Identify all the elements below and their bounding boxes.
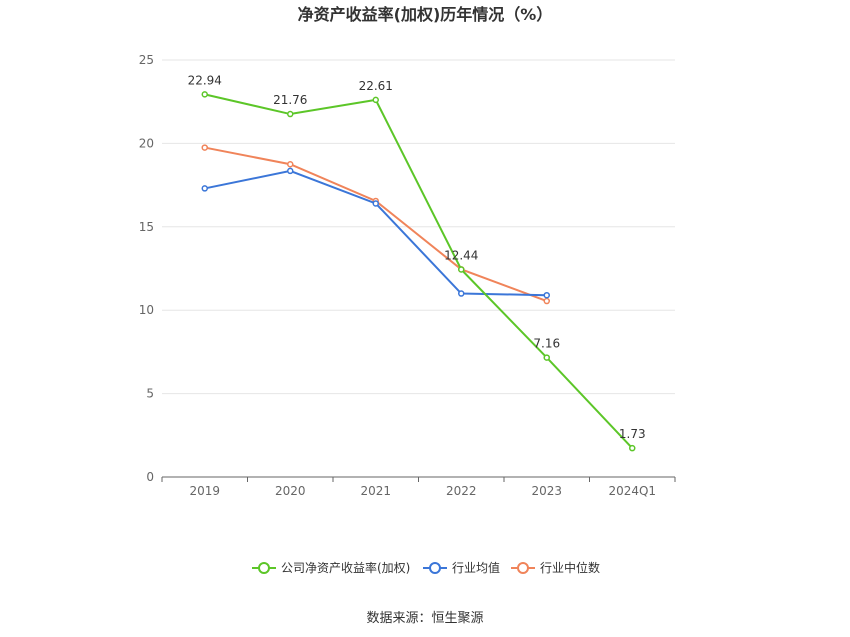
data-point[interactable] bbox=[201, 185, 208, 192]
x-tick-label: 2019 bbox=[189, 484, 220, 498]
data-point[interactable] bbox=[287, 110, 294, 118]
chart-title: 净资产收益率(加权)历年情况（%） bbox=[298, 5, 553, 24]
x-tick-label: 2022 bbox=[446, 484, 477, 498]
y-tick-label: 10 bbox=[139, 303, 154, 317]
data-point[interactable] bbox=[543, 297, 550, 305]
data-point[interactable] bbox=[543, 291, 550, 299]
data-label: 12.44 bbox=[444, 249, 478, 263]
x-tick-label: 2020 bbox=[275, 484, 306, 498]
y-tick-label: 25 bbox=[139, 53, 154, 67]
legend-item-0[interactable]: 公司净资产收益率(加权) bbox=[252, 560, 410, 575]
y-tick-label: 15 bbox=[139, 220, 154, 234]
legend-marker bbox=[517, 562, 529, 574]
legend-item-1[interactable]: 行业均值 bbox=[423, 560, 500, 575]
x-tick-label: 2023 bbox=[531, 484, 562, 498]
data-point[interactable] bbox=[372, 200, 379, 207]
data-point[interactable] bbox=[458, 290, 465, 297]
data-label: 22.61 bbox=[359, 79, 393, 93]
legend-marker bbox=[258, 562, 270, 574]
data-point[interactable] bbox=[287, 167, 294, 175]
data-label: 21.76 bbox=[273, 93, 307, 107]
data-point[interactable] bbox=[201, 91, 208, 98]
data-point[interactable] bbox=[372, 96, 379, 104]
series-line-0 bbox=[204, 93, 633, 449]
legend-label: 行业中位数 bbox=[540, 560, 600, 575]
data-label: 7.16 bbox=[533, 337, 560, 351]
y-tick-label: 5 bbox=[146, 387, 154, 401]
data-label: 22.94 bbox=[188, 73, 222, 87]
x-tick-label: 2024Q1 bbox=[608, 484, 656, 498]
y-tick-label: 0 bbox=[146, 470, 154, 484]
y-tick-label: 20 bbox=[139, 136, 154, 150]
legend-item-2[interactable]: 行业中位数 bbox=[511, 560, 600, 575]
data-point[interactable] bbox=[287, 161, 294, 168]
legend-label: 行业均值 bbox=[452, 560, 500, 575]
series-line-1 bbox=[204, 169, 547, 297]
data-point[interactable] bbox=[458, 266, 465, 273]
data-source: 数据来源：恒生聚源 bbox=[366, 611, 483, 626]
data-point[interactable] bbox=[629, 444, 636, 452]
legend-marker bbox=[429, 562, 441, 574]
x-tick-label: 2021 bbox=[360, 484, 391, 498]
series-line-2 bbox=[204, 146, 548, 302]
data-label: 1.73 bbox=[619, 427, 646, 441]
legend-label: 公司净资产收益率(加权) bbox=[281, 560, 410, 575]
data-point[interactable] bbox=[543, 354, 550, 361]
data-point[interactable] bbox=[201, 144, 208, 151]
